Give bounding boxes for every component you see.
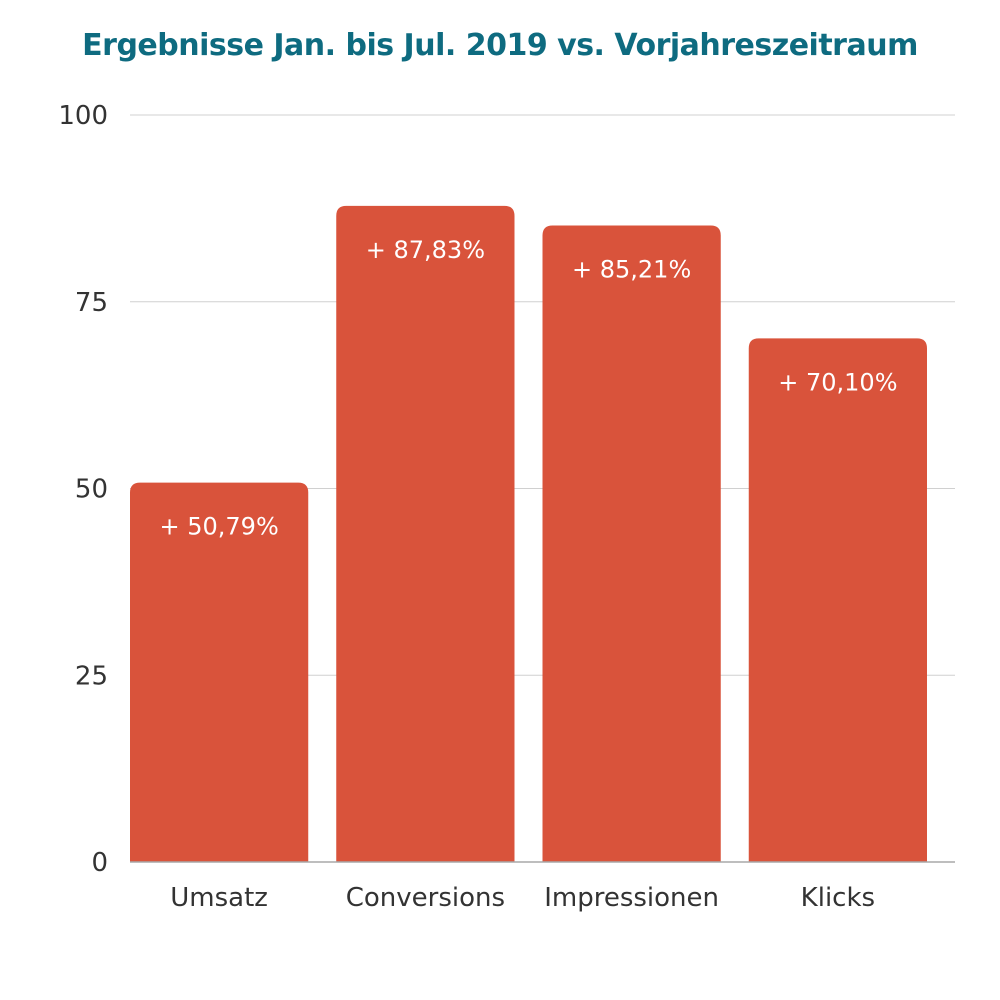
bar-value-label: + 85,21% [572,255,691,283]
y-tick-label: 50 [75,475,108,505]
bar-value-label: + 70,10% [778,368,897,396]
chart-title: Ergebnisse Jan. bis Jul. 2019 vs. Vorjah… [82,28,918,63]
bars [130,205,927,862]
x-tick-label: Klicks [801,883,875,913]
bar-value-label: + 50,79% [160,513,279,541]
y-tick-label: 75 [75,288,108,318]
x-tick-label: Umsatz [170,883,268,913]
y-axis-ticks: 0 25 50 75 100 [58,101,108,878]
y-tick-label: 25 [75,661,108,691]
bar-value-label: + 87,83% [366,236,485,264]
y-tick-label: 0 [91,848,108,878]
bar-klicks [748,338,927,862]
bar-value-labels: + 50,79% + 87,83% + 85,21% + 70,10% [160,236,898,541]
x-tick-label: Impressionen [544,883,719,913]
x-axis-ticks: Umsatz Conversions Impressionen Klicks [170,883,875,913]
y-tick-label: 100 [58,101,108,131]
bar-umsatz [130,482,309,862]
bar-conversions [336,205,515,862]
bar-impressionen [542,225,721,862]
x-tick-label: Conversions [346,883,505,913]
